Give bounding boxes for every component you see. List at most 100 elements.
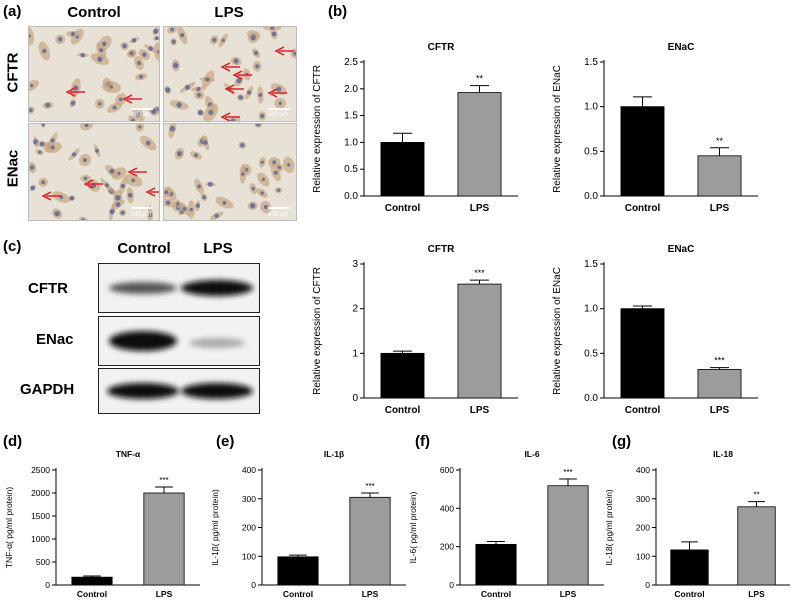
- cell-shape: [78, 153, 91, 167]
- cell-shape: [167, 27, 178, 34]
- micrograph-lps-enac: 100 μm: [163, 123, 297, 221]
- cell-shape: [190, 86, 207, 92]
- x-tick-label: Control: [77, 589, 107, 599]
- panel-letter-f: (f): [415, 433, 430, 450]
- y-axis-label: IL-18( pg/ml protein): [604, 489, 614, 566]
- cell-shape: [138, 49, 151, 61]
- cell-shape: [124, 174, 143, 187]
- bar-control: [277, 556, 319, 586]
- cell-shape: [210, 211, 224, 220]
- cell-shape: [256, 188, 268, 198]
- chart-title: TNF-α: [116, 449, 141, 459]
- band-lps: [181, 383, 253, 399]
- y-axis-label: Relative expression of CFTR: [312, 267, 323, 395]
- error-bar: [155, 486, 173, 493]
- cell-shape: [168, 124, 177, 139]
- y-tick-label: 1500: [31, 511, 50, 521]
- cell-shape: [218, 33, 228, 48]
- x-tick-label: Control: [674, 589, 704, 599]
- bar-lps: [349, 496, 391, 586]
- cell-shape: [135, 124, 144, 132]
- cell-shape: [126, 49, 136, 58]
- y-tick-label: 0.5: [584, 348, 598, 359]
- cell-shape: [179, 201, 191, 216]
- y-tick-label: 300: [242, 494, 256, 504]
- y-tick-label: 1.5: [584, 259, 598, 270]
- micro-row-label-enac: ENac: [4, 149, 22, 188]
- blot-label-enac: ENac: [36, 331, 74, 348]
- cell-shape: [230, 56, 242, 66]
- y-tick-label: 2.5: [344, 57, 358, 68]
- cell-shape: [274, 187, 283, 194]
- cell-shape: [193, 90, 205, 100]
- blot-label-gapdh: GAPDH: [20, 381, 75, 398]
- cell-shape: [55, 34, 66, 45]
- bar-lps: [143, 492, 185, 586]
- cell-shape: [128, 37, 140, 44]
- y-tick-label: 1.0: [584, 102, 598, 113]
- chart-title: CFTR: [428, 42, 455, 53]
- y-tick-label: 400: [440, 503, 454, 513]
- y-axis-label: Relative expression of ENaC: [552, 267, 563, 395]
- bar-control: [620, 106, 665, 197]
- x-tick-label: Control: [481, 589, 511, 599]
- cell-shape: [252, 60, 262, 72]
- significance-marker: ***: [714, 356, 725, 366]
- chart-b-cftr: CFTR 0.0 0.5 1.0 1.5 2.0 2.5 Relative expressio…: [312, 42, 518, 214]
- cell-shape: [194, 178, 204, 194]
- y-tick-label: 0: [352, 393, 358, 404]
- cell-shape: [52, 208, 63, 219]
- cell-shape: [120, 41, 129, 51]
- x-tick-label: LPS: [362, 589, 379, 599]
- cell-shape: [267, 157, 281, 168]
- cell-shape: [78, 216, 88, 220]
- blot-cftr: [98, 263, 260, 313]
- cell-shape: [35, 149, 44, 156]
- significance-marker: ***: [563, 468, 572, 477]
- cell-shape: [147, 205, 153, 220]
- panel-letter-g: (g): [612, 433, 632, 450]
- cell-shape: [247, 201, 258, 211]
- y-tick-label: 300: [636, 494, 650, 504]
- cell-shape: [169, 100, 189, 110]
- y-tick-label: 2: [352, 304, 358, 315]
- cell-shape: [101, 81, 121, 94]
- micrograph-control-cftr: 100 μm: [28, 26, 160, 122]
- chart-c-enac: ENaC 0.0 0.5 1.0 1.5 Relative expression of E…: [552, 244, 758, 416]
- cell-shape: [152, 27, 159, 36]
- bar-lps: [457, 92, 502, 197]
- cell-shape: [38, 177, 48, 188]
- error-bar: [710, 367, 729, 370]
- micrograph-control-enac: 100 μm: [28, 123, 160, 221]
- significance-marker: **: [753, 491, 759, 500]
- band-control: [109, 331, 177, 351]
- cell-shape: [94, 98, 105, 109]
- blot-enac: [98, 316, 260, 366]
- cell-shape: [251, 48, 261, 58]
- error-bar: [487, 540, 505, 545]
- cell-shape: [238, 141, 247, 149]
- chart-title: CFTR: [428, 244, 455, 255]
- y-axis-label: Relative expression of CFTR: [312, 65, 323, 193]
- chart-title: IL-1β: [324, 449, 344, 459]
- cell-shape: [239, 164, 247, 184]
- blot-col-header-lps: LPS: [203, 240, 233, 257]
- cell-shape: [270, 28, 278, 40]
- cell-shape: [80, 124, 94, 131]
- cell-shape: [195, 200, 201, 212]
- cell-shape: [201, 135, 210, 151]
- cell-shape: [258, 157, 266, 168]
- cell-shape: [139, 135, 157, 151]
- bar-control: [670, 549, 709, 586]
- red-arrow: [41, 191, 61, 201]
- y-tick-label: 1: [352, 348, 358, 359]
- y-tick-label: 1.0: [344, 137, 358, 148]
- error-bar: [559, 478, 577, 486]
- red-arrow: [267, 88, 287, 98]
- band-lps: [181, 280, 253, 296]
- cell-shape: [164, 198, 177, 208]
- red-arrow: [232, 70, 252, 80]
- significance-marker: **: [476, 74, 484, 84]
- red-arrow: [274, 46, 294, 56]
- x-tick-label: Control: [385, 203, 421, 214]
